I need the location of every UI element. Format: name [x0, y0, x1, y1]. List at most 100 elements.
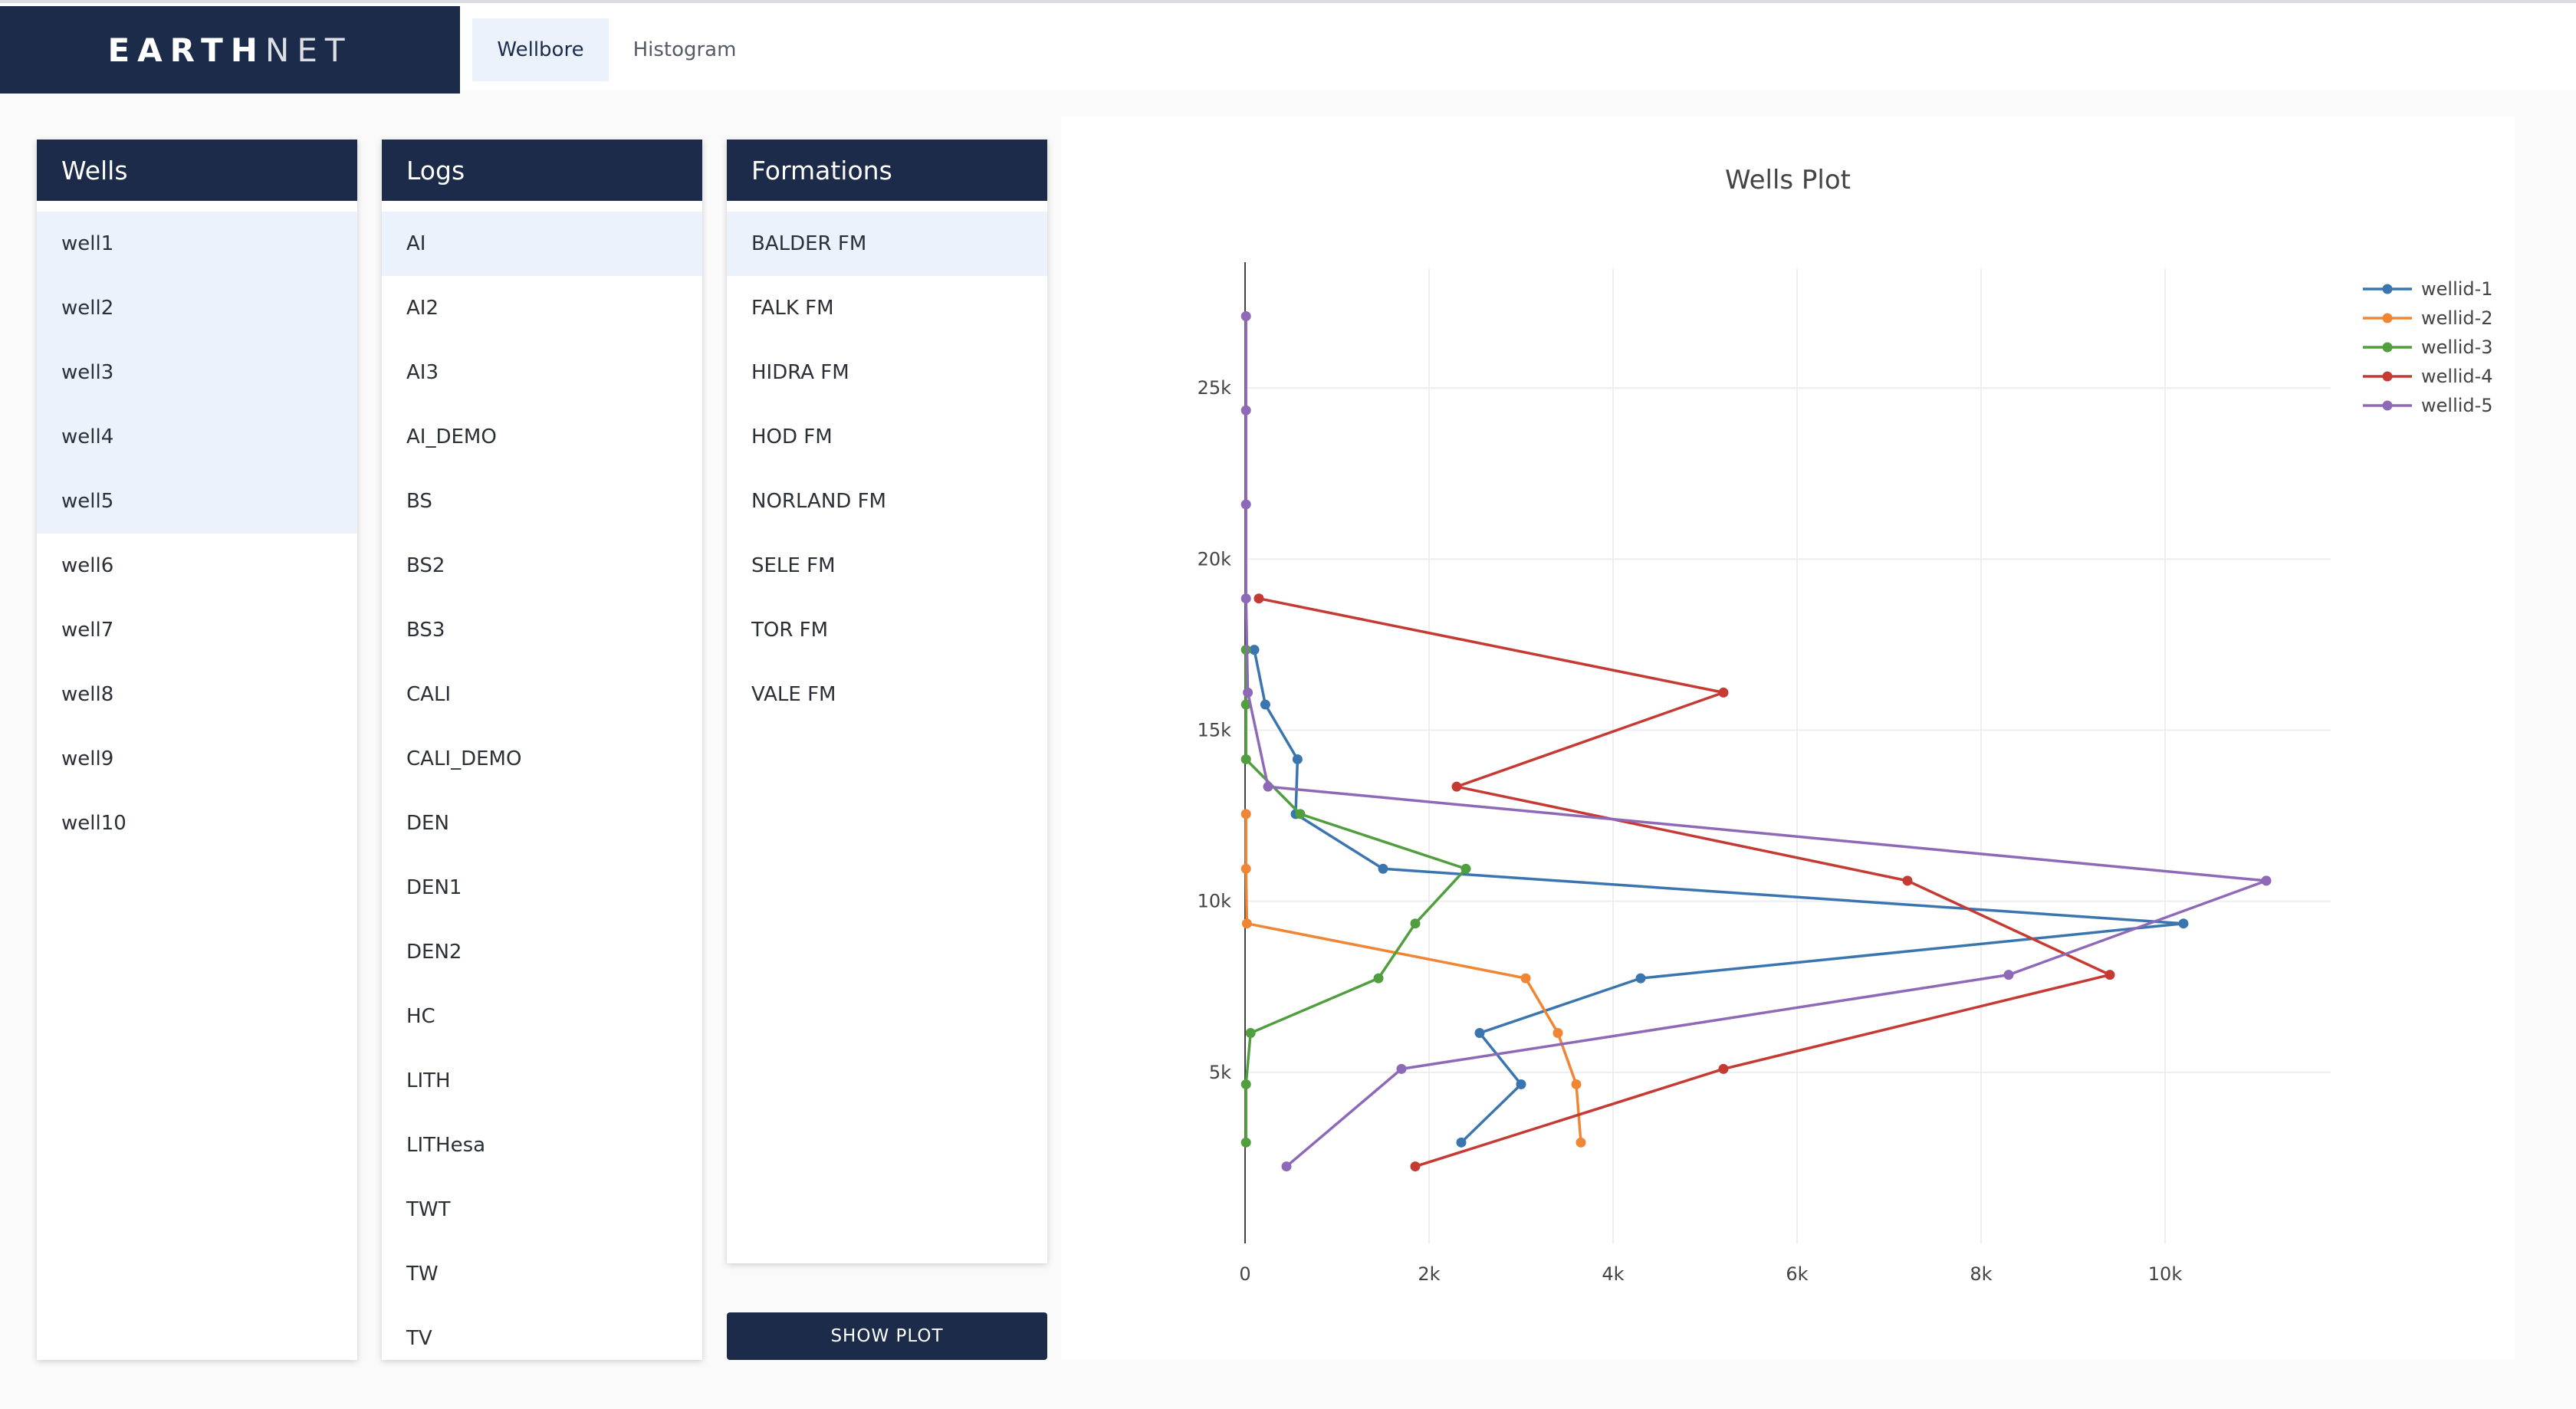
wells-list-item[interactable]: well5	[37, 469, 357, 534]
data-point-wellid-5	[1281, 1161, 1292, 1172]
data-point-wellid-3	[1240, 699, 1251, 710]
data-point-wellid-4	[1718, 687, 1729, 698]
logs-list-item[interactable]: LITHesa	[406, 1134, 486, 1157]
legend-label: wellid-2	[2421, 307, 2493, 329]
y-tick-label: 10k	[1198, 891, 1232, 912]
data-point-wellid-3	[1460, 863, 1471, 874]
series-line-wellid-5	[1244, 316, 2268, 1168]
wells-plot-chart[interactable]: Wells Plot 0 2k 4k 6k 8k 10k 5k 10k 15k 20k 25k well…	[1061, 117, 2515, 1360]
legend-marker-wellid-3	[2382, 342, 2393, 353]
legend-marker-wellid-2	[2382, 313, 2393, 324]
data-point-wellid-3	[1410, 918, 1421, 929]
data-point-wellid-1	[1635, 973, 1646, 984]
logs-list-item[interactable]: CALI	[406, 683, 452, 706]
data-point-wellid-1	[1474, 1028, 1485, 1039]
formations-list-item[interactable]: BALDER FM	[727, 212, 1047, 276]
logs-list-item[interactable]: TW	[406, 1263, 439, 1286]
data-point-wellid-2	[1520, 973, 1531, 984]
wells-list-item[interactable]: well3	[37, 340, 357, 405]
legend-label: wellid-1	[2421, 278, 2493, 300]
logs-list-item[interactable]: AI2	[406, 297, 439, 320]
logo-text-strong: EARTH	[107, 31, 265, 69]
wells-list: well1 well2 well3 well4 well5 well6 well7 well8…	[37, 201, 357, 856]
data-point-wellid-1	[1249, 645, 1260, 655]
wells-list-item[interactable]: well10	[61, 812, 127, 835]
legend-label: wellid-3	[2421, 337, 2493, 358]
wells-plot-panel: Wells Plot 0 2k 4k 6k 8k 10k 5k 10k 15k 20k 25k well…	[1061, 117, 2515, 1360]
data-point-wellid-4	[1718, 1063, 1729, 1074]
wells-list-item[interactable]: well9	[61, 747, 114, 770]
logs-list-item[interactable]: BS	[406, 490, 432, 513]
formations-list-item[interactable]: TOR FM	[751, 619, 829, 642]
data-point-wellid-3	[1240, 1079, 1251, 1089]
legend-label: wellid-5	[2421, 395, 2493, 416]
logs-list-item[interactable]: DEN	[406, 812, 449, 835]
logs-list-item[interactable]: AI3	[406, 361, 439, 384]
data-point-wellid-3	[1245, 1028, 1256, 1039]
show-plot-button[interactable]: SHOW PLOT	[727, 1312, 1047, 1360]
tab-histogram[interactable]: Histogram	[632, 38, 737, 61]
data-point-wellid-3	[1373, 973, 1384, 984]
data-point-wellid-4	[1451, 781, 1462, 792]
data-point-wellid-4	[1254, 593, 1264, 604]
logs-list-item[interactable]: BS3	[406, 619, 445, 642]
legend-marker-wellid-5	[2382, 400, 2393, 411]
data-point-wellid-4	[2104, 970, 2115, 980]
series-line-wellid-1	[1253, 649, 2185, 1144]
data-point-wellid-1	[1516, 1079, 1526, 1089]
data-point-wellid-2	[1576, 1137, 1586, 1148]
wells-list-item[interactable]: well6	[61, 554, 114, 577]
logs-list-item[interactable]: LITH	[406, 1069, 451, 1092]
data-point-wellid-5	[2003, 970, 2014, 980]
data-point-wellid-4	[1410, 1161, 1421, 1172]
logo-text-light: NET	[264, 31, 353, 69]
wells-panel: Wells well1 well2 well3 well4 well5 well6 well…	[37, 140, 357, 1360]
logs-list-item[interactable]: HC	[406, 1005, 435, 1028]
y-tick-label: 20k	[1198, 548, 1232, 570]
data-point-wellid-2	[1240, 863, 1251, 874]
logs-list-item[interactable]: TV	[406, 1327, 432, 1350]
legend-marker-wellid-1	[2382, 284, 2393, 294]
y-tick-label: 15k	[1198, 720, 1232, 741]
x-tick-label: 8k	[1970, 1263, 1992, 1285]
data-point-wellid-1	[1260, 699, 1270, 710]
wells-list-item[interactable]: well1	[37, 212, 357, 276]
logs-list-item[interactable]: BS2	[406, 554, 445, 577]
logs-list: AI AI2 AI3 AI_DEMO BS BS2 BS3 CALI CALI_DEMO DEN D…	[382, 201, 702, 1360]
formations-list-item[interactable]: NORLAND FM	[751, 490, 886, 513]
data-point-wellid-5	[1240, 310, 1251, 321]
logs-list-item[interactable]: TWT	[406, 1198, 451, 1221]
data-point-wellid-1	[1456, 1137, 1467, 1148]
formations-list-item[interactable]: FALK FM	[751, 297, 834, 320]
data-point-wellid-2	[1571, 1079, 1582, 1089]
y-tick-label: 25k	[1198, 377, 1232, 399]
formations-list-item[interactable]: SELE FM	[751, 554, 836, 577]
formations-panel: Formations BALDER FM FALK FM HIDRA FM HOD F…	[727, 140, 1047, 1263]
data-point-wellid-5	[1396, 1063, 1407, 1074]
wells-list-item[interactable]: well4	[37, 405, 357, 469]
legend-marker-wellid-4	[2382, 371, 2393, 382]
earthnet-logo[interactable]: EARTH NET	[0, 6, 460, 94]
wells-list-item[interactable]: well2	[37, 276, 357, 340]
data-point-wellid-3	[1240, 754, 1251, 764]
chart-title: Wells Plot	[1725, 165, 1851, 195]
formations-list-item[interactable]: VALE FM	[751, 683, 836, 706]
logs-list-item[interactable]: DEN2	[406, 941, 462, 964]
logs-list-item[interactable]: DEN1	[406, 876, 462, 899]
formations-list: BALDER FM FALK FM HIDRA FM HOD FM NORLAND FM…	[727, 201, 1047, 727]
data-point-wellid-4	[1902, 875, 1913, 886]
wells-list-item[interactable]: well7	[61, 619, 114, 642]
logs-list-item[interactable]: AI_DEMO	[406, 425, 497, 448]
logs-list-item[interactable]: CALI_DEMO	[406, 747, 522, 770]
logs-list-item[interactable]: AI	[382, 212, 702, 276]
data-point-wellid-2	[1240, 809, 1251, 819]
wells-list-item[interactable]: well8	[61, 683, 114, 706]
formations-list-item[interactable]: HOD FM	[751, 425, 833, 448]
tab-wellbore[interactable]: Wellbore	[472, 18, 609, 81]
data-point-wellid-1	[2178, 918, 2189, 929]
y-tick-label: 5k	[1209, 1062, 1231, 1083]
formations-list-item[interactable]: HIDRA FM	[751, 361, 849, 384]
data-point-wellid-3	[1295, 809, 1306, 819]
data-point-wellid-5	[1263, 781, 1273, 792]
data-point-wellid-5	[1240, 593, 1251, 604]
